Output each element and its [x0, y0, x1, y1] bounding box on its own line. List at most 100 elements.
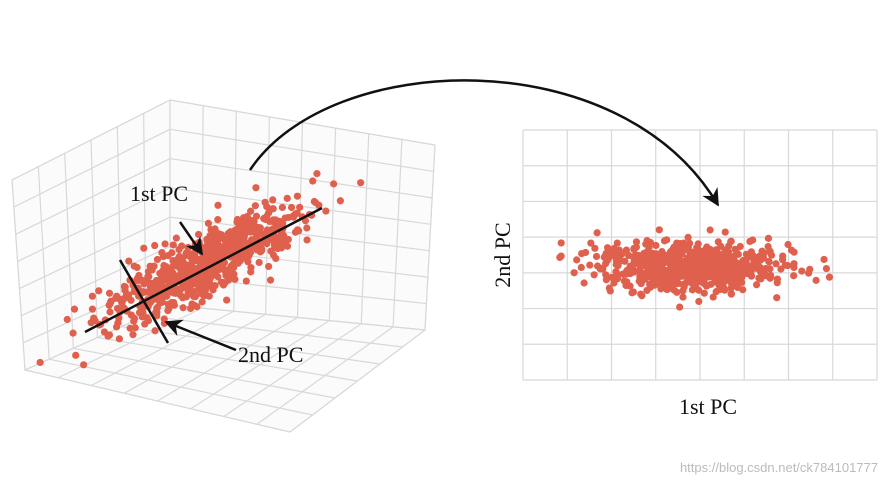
point	[612, 260, 620, 269]
point	[702, 282, 711, 290]
box-grid-line	[17, 187, 171, 262]
point	[736, 268, 744, 277]
point	[629, 288, 638, 296]
point	[251, 202, 259, 210]
point	[204, 281, 212, 289]
point	[222, 270, 230, 278]
point	[729, 275, 737, 284]
point	[698, 251, 706, 259]
point	[663, 285, 671, 294]
point	[676, 303, 684, 311]
point	[701, 262, 709, 270]
point	[781, 261, 789, 269]
box-grid-line	[256, 326, 394, 425]
point	[190, 265, 198, 273]
box-grid-line	[116, 126, 123, 327]
point	[69, 329, 77, 337]
point	[153, 255, 162, 264]
point	[243, 218, 252, 226]
point	[226, 228, 234, 236]
point	[233, 254, 241, 262]
point	[647, 268, 655, 277]
point	[265, 227, 273, 235]
second-pc-label: 2nd PC	[238, 342, 303, 367]
point	[129, 331, 137, 339]
point	[178, 242, 186, 250]
x-axis-label: 1st PC	[679, 394, 737, 419]
first-pc-label: 1st PC	[130, 181, 188, 206]
point	[186, 281, 194, 289]
point	[214, 254, 222, 262]
point	[593, 229, 601, 237]
point	[188, 258, 197, 266]
point	[125, 257, 133, 265]
point	[158, 249, 166, 257]
point	[269, 196, 277, 204]
point	[764, 242, 772, 251]
point	[215, 242, 223, 250]
point	[625, 267, 633, 275]
point	[223, 296, 231, 304]
point	[116, 295, 124, 304]
point	[139, 309, 147, 317]
first-pc-pointer	[178, 221, 204, 256]
point	[222, 243, 231, 251]
point	[642, 240, 650, 248]
point	[573, 256, 581, 264]
point	[718, 264, 726, 272]
point	[112, 323, 121, 331]
point	[557, 239, 565, 247]
point	[243, 252, 252, 260]
point	[790, 260, 798, 268]
point	[242, 277, 250, 285]
box-grid-line	[11, 99, 171, 181]
point	[252, 184, 260, 192]
point	[764, 234, 773, 242]
point	[106, 308, 114, 316]
point	[688, 286, 697, 294]
point	[266, 276, 275, 284]
point	[280, 232, 288, 240]
point	[739, 286, 747, 294]
point	[229, 260, 237, 268]
point	[265, 262, 273, 271]
point	[146, 262, 154, 270]
point	[233, 215, 242, 224]
point	[199, 290, 207, 298]
point	[267, 247, 275, 255]
point	[636, 273, 644, 281]
point	[161, 240, 169, 248]
point	[63, 315, 71, 324]
point	[206, 271, 215, 279]
point	[190, 301, 199, 310]
point	[151, 327, 159, 335]
box-grid-line	[13, 128, 171, 208]
point	[721, 286, 729, 294]
point	[330, 180, 338, 188]
point	[591, 244, 599, 252]
point	[652, 241, 660, 250]
point	[322, 207, 330, 215]
point	[592, 252, 601, 261]
point	[724, 268, 732, 276]
point	[755, 254, 763, 262]
point	[706, 265, 714, 273]
point	[296, 203, 304, 211]
point	[663, 278, 671, 286]
point	[691, 279, 700, 287]
point	[272, 254, 280, 263]
point	[678, 250, 686, 258]
point	[727, 237, 735, 245]
point	[581, 248, 590, 257]
point	[672, 250, 680, 258]
point	[687, 253, 695, 261]
point	[247, 268, 255, 276]
point	[164, 306, 172, 315]
point	[120, 282, 128, 290]
point	[727, 290, 735, 298]
point	[157, 275, 165, 283]
point	[637, 279, 645, 288]
point	[708, 254, 716, 262]
point	[766, 265, 774, 273]
